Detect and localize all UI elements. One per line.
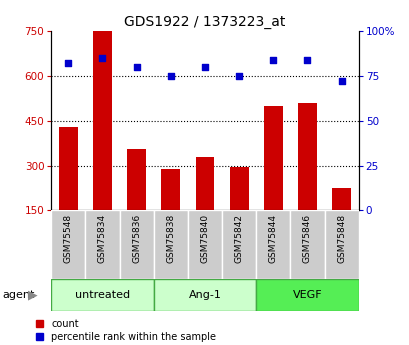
Bar [51, 279, 153, 311]
Text: agent: agent [2, 290, 34, 300]
Bar [256, 279, 358, 311]
Text: VEGF: VEGF [292, 290, 321, 300]
Point [303, 57, 310, 62]
Text: GSM75846: GSM75846 [302, 214, 311, 263]
Text: GSM75844: GSM75844 [268, 214, 277, 263]
Text: untreated: untreated [75, 290, 130, 300]
Text: GSM75842: GSM75842 [234, 214, 243, 263]
Bar [161, 169, 180, 255]
Point [337, 79, 344, 84]
Text: GSM75838: GSM75838 [166, 214, 175, 263]
Bar [127, 149, 146, 255]
Point [167, 73, 174, 79]
Bar [324, 210, 358, 279]
Bar [153, 210, 187, 279]
Point [65, 61, 72, 66]
Text: GSM75840: GSM75840 [200, 214, 209, 263]
Point [99, 55, 106, 61]
Text: GSM75848: GSM75848 [336, 214, 345, 263]
Text: GSM75548: GSM75548 [64, 214, 73, 263]
Bar [297, 103, 316, 255]
Bar [85, 210, 119, 279]
Bar [195, 157, 214, 255]
Legend: count, percentile rank within the sample: count, percentile rank within the sample [36, 319, 216, 342]
Bar [331, 188, 350, 255]
Bar [256, 210, 290, 279]
Point [133, 64, 139, 70]
Bar [187, 210, 222, 279]
Bar [290, 210, 324, 279]
Text: ▶: ▶ [28, 288, 38, 302]
Point [235, 73, 242, 79]
Bar [51, 210, 85, 279]
Bar [119, 210, 153, 279]
Title: GDS1922 / 1373223_at: GDS1922 / 1373223_at [124, 14, 285, 29]
Bar [51, 210, 358, 279]
Bar [222, 210, 256, 279]
Text: GSM75834: GSM75834 [98, 214, 107, 263]
Bar [93, 31, 112, 255]
Bar [263, 106, 282, 255]
Point [270, 57, 276, 62]
Point [201, 64, 208, 70]
Bar [229, 167, 248, 255]
Bar [59, 127, 78, 255]
Text: GSM75836: GSM75836 [132, 214, 141, 263]
Text: Ang-1: Ang-1 [188, 290, 221, 300]
Bar [153, 279, 256, 311]
